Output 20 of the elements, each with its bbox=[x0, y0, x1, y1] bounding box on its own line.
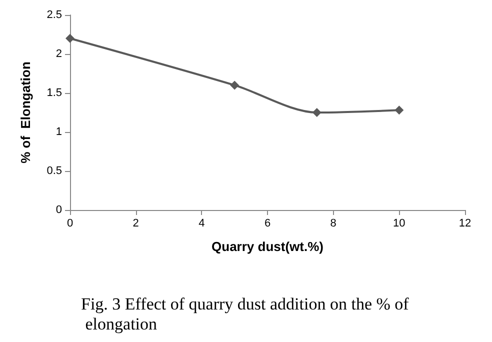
point bbox=[66, 34, 74, 43]
x-tick-label: 12 bbox=[458, 218, 472, 230]
y-tick-label: 2 bbox=[56, 48, 62, 60]
caption: Fig. 3 Effect of quarry dust addition on the % of elongation bbox=[81, 294, 410, 334]
x-tick-label: 4 bbox=[198, 218, 205, 230]
y-tick-label: 2.5 bbox=[46, 9, 62, 21]
y-tick-label: 1.5 bbox=[46, 87, 62, 99]
x-axis-title: Quarry dust(wt.%) bbox=[212, 239, 324, 254]
point bbox=[230, 80, 240, 90]
y-tick-label: 0.5 bbox=[46, 165, 62, 177]
x-tick-label: 10 bbox=[393, 218, 406, 230]
y-tick-label: 1 bbox=[56, 126, 62, 138]
point bbox=[312, 108, 322, 117]
x-tick-label: 2 bbox=[132, 218, 139, 230]
point bbox=[394, 106, 404, 115]
y-axis-title: % of Elongation bbox=[18, 62, 33, 164]
x-tick-label: 6 bbox=[264, 218, 271, 230]
x-tick-label: 0 bbox=[66, 218, 74, 230]
x-tick-label: 8 bbox=[330, 218, 336, 230]
y-tick-label: 0 bbox=[56, 204, 62, 216]
